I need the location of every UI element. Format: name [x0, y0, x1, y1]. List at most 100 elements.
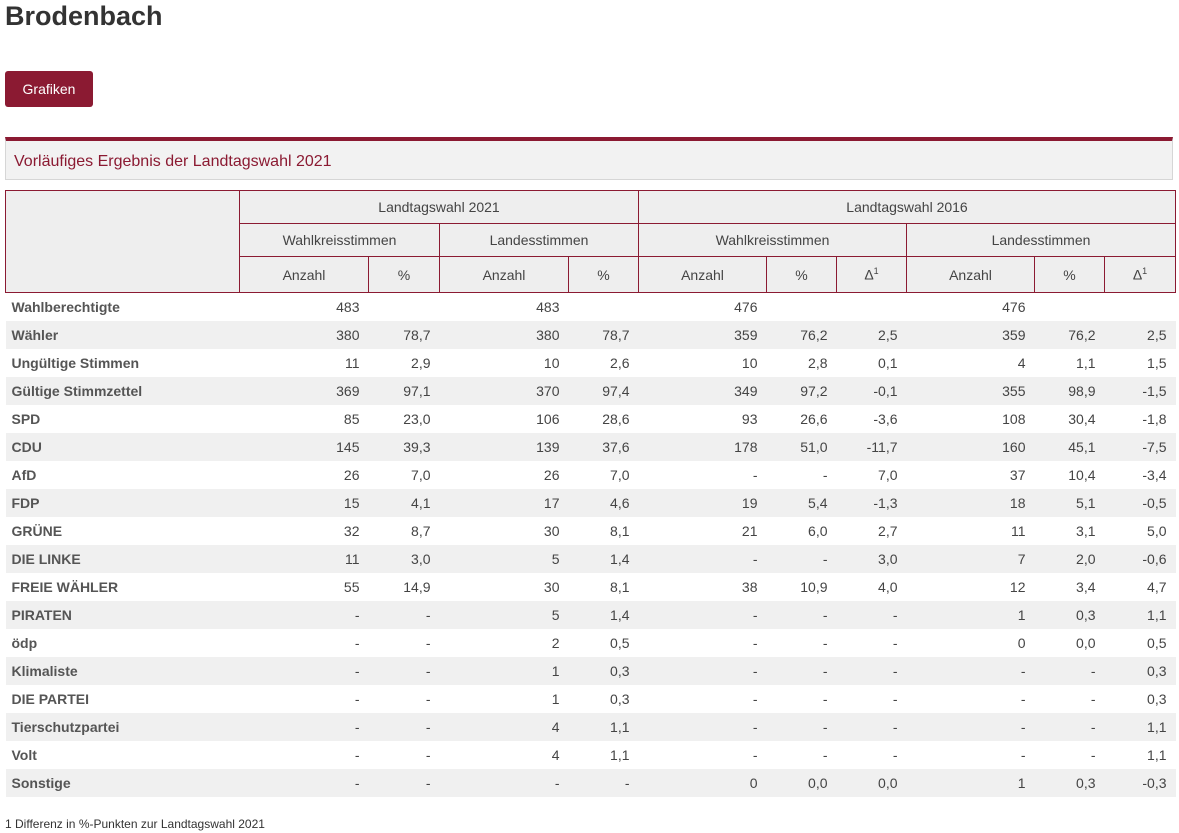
table-cell: -0,1	[836, 377, 907, 405]
table-cell: 0,5	[568, 629, 639, 657]
panel-title: Vorläufiges Ergebnis der Landtagswahl 20…	[14, 153, 332, 170]
row-label: Wähler	[5, 321, 240, 349]
table-cell: 1,1	[568, 713, 639, 741]
row-label: SPD	[5, 405, 240, 433]
table-cell: 145	[239, 433, 369, 461]
header-anzahl: Anzahl	[906, 256, 1035, 293]
grafiken-button[interactable]: Grafiken	[5, 71, 93, 107]
table-cell: 21	[638, 517, 767, 545]
table-cell: 8,1	[568, 573, 639, 601]
table-cell: -1,5	[1104, 377, 1176, 405]
table-cell: -	[638, 657, 767, 685]
table-cell: -	[568, 769, 639, 797]
table-cell: 6,0	[766, 517, 837, 545]
table-cell: -	[439, 769, 569, 797]
table-cell: 97,2	[766, 377, 837, 405]
table-cell: 30,4	[1034, 405, 1105, 433]
table-cell: -	[638, 601, 767, 629]
table-cell: 32	[239, 517, 369, 545]
table-cell: -	[239, 657, 369, 685]
header-percent: %	[1034, 256, 1105, 293]
table-cell: 3,0	[836, 545, 907, 573]
table-row: Wahlberechtigte 483 483 476 476	[5, 292, 1176, 321]
table-cell: 4,1	[368, 489, 440, 517]
table-cell: 483	[439, 292, 569, 321]
table-cell: -11,7	[836, 433, 907, 461]
table-cell: -	[836, 685, 907, 713]
table-row: Wähler 380 78,7 380 78,7 359 76,2 2,5 359 76,2 2,5	[5, 321, 1176, 349]
row-label: Klimaliste	[5, 657, 240, 685]
row-label: AfD	[5, 461, 240, 489]
table-cell: 12	[906, 573, 1035, 601]
table-cell: 3,1	[1034, 517, 1105, 545]
table-cell: 5,4	[766, 489, 837, 517]
table-cell: -	[239, 601, 369, 629]
table-cell: -	[239, 629, 369, 657]
table-cell: 18	[906, 489, 1035, 517]
table-cell: 0,3	[1104, 657, 1176, 685]
table-cell: 0,3	[1034, 601, 1105, 629]
results-table: Landtagswahl 2021 Landtagswahl 2016 Wahl…	[5, 190, 1176, 797]
table-cell: 4	[439, 713, 569, 741]
table-cell: 11	[239, 349, 369, 377]
table-cell: 39,3	[368, 433, 440, 461]
table-cell: 369	[239, 377, 369, 405]
table-cell: -	[906, 741, 1035, 769]
row-label: Tierschutzpartei	[5, 713, 240, 741]
table-cell: 23,0	[368, 405, 440, 433]
table-cell: 1,4	[568, 601, 639, 629]
header-2016-landes: Landesstimmen	[906, 223, 1176, 257]
result-panel-header: Vorläufiges Ergebnis der Landtagswahl 20…	[5, 137, 1173, 180]
table-cell: 97,4	[568, 377, 639, 405]
table-cell: 15	[239, 489, 369, 517]
table-cell: 38	[638, 573, 767, 601]
table-cell: 0,0	[836, 769, 907, 797]
table-cell: 160	[906, 433, 1035, 461]
table-cell: -	[638, 713, 767, 741]
table-cell: 2,9	[368, 349, 440, 377]
table-cell: 5	[439, 545, 569, 573]
table-cell: 1,1	[1104, 713, 1176, 741]
footnote: 1 Differenz in %-Punkten zur Landtagswah…	[5, 817, 265, 831]
table-cell: -	[766, 741, 837, 769]
table-cell: -0,6	[1104, 545, 1176, 573]
header-2021-wahlkreis: Wahlkreisstimmen	[239, 223, 440, 257]
table-cell: 7,0	[836, 461, 907, 489]
table-cell: 97,1	[368, 377, 440, 405]
table-cell: 1	[439, 657, 569, 685]
table-cell: -	[368, 629, 440, 657]
table-row: PIRATEN - -5 1,4- - -1 0,3 1,1	[5, 601, 1176, 629]
table-cell: 2,6	[568, 349, 639, 377]
page-title: Brodenbach	[5, 1, 163, 31]
table-row: Gültige Stimmzettel 369 97,1 370 97,4 349 97,2…	[5, 377, 1176, 405]
header-anzahl: Anzahl	[239, 256, 369, 293]
table-cell: 4,0	[836, 573, 907, 601]
table-cell: 7,0	[368, 461, 440, 489]
header-percent: %	[368, 256, 440, 293]
table-row: FDP 15 4,1 17 4,6 19 5,4 -1,3 18 5,1 -0,5	[5, 489, 1176, 517]
table-cell: -	[638, 685, 767, 713]
table-cell: -	[766, 629, 837, 657]
table-cell: -	[766, 545, 837, 573]
table-cell: 5,0	[1104, 517, 1176, 545]
table-cell: 178	[638, 433, 767, 461]
table-cell: 10,9	[766, 573, 837, 601]
table-cell: -	[1034, 657, 1105, 685]
table-cell: 11	[906, 517, 1035, 545]
table-row: DIE PARTEI - -1 0,3- - - - -0,3	[5, 685, 1176, 713]
table-cell: -	[239, 769, 369, 797]
table-row: Tierschutzpartei - -4 1,1- - - - -1,1	[5, 713, 1176, 741]
table-cell: 359	[906, 321, 1035, 349]
table-cell: -	[638, 545, 767, 573]
table-cell: 2,7	[836, 517, 907, 545]
table-cell: -	[638, 461, 767, 489]
table-cell: 108	[906, 405, 1035, 433]
table-cell: 1	[906, 769, 1035, 797]
table-row: ödp - -2 0,5- - -0 0,0 0,5	[5, 629, 1176, 657]
row-label: PIRATEN	[5, 601, 240, 629]
table-cell: 37,6	[568, 433, 639, 461]
table-cell: 476	[638, 292, 767, 321]
table-cell: -	[906, 657, 1035, 685]
table-row: CDU 145 39,3 139 37,6 178 51,0 -11,7 160 45,1 -7,5	[5, 433, 1176, 461]
table-cell: 5	[439, 601, 569, 629]
